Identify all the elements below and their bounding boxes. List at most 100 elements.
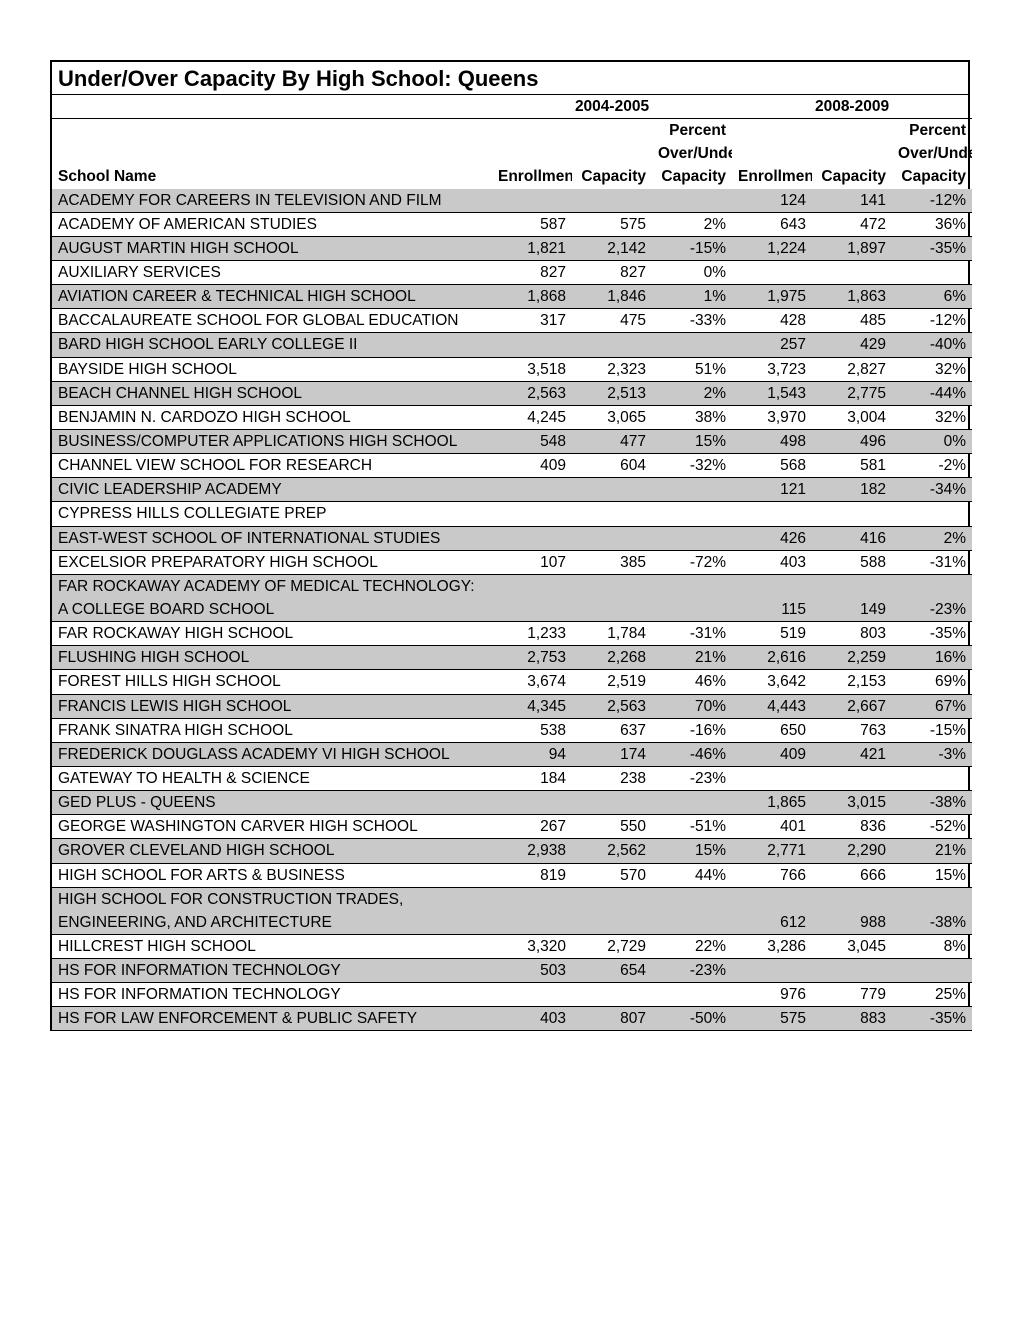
- cell-enrollment-b: 426: [732, 526, 812, 550]
- cell-school-name: GATEWAY TO HEALTH & SCIENCE: [52, 766, 492, 790]
- cell-pct-b: -15%: [892, 718, 972, 742]
- cell-school-name: AUXILIARY SERVICES: [52, 260, 492, 284]
- cell-capacity-b: 485: [812, 309, 892, 333]
- cell-pct-a: -51%: [652, 815, 732, 839]
- cell-capacity-b: 803: [812, 622, 892, 646]
- cell-pct-a: 21%: [652, 646, 732, 670]
- table-row: FLUSHING HIGH SCHOOL2,7532,26821%2,6162,…: [52, 646, 972, 670]
- table-row: BEACH CHANNEL HIGH SCHOOL2,5632,5132%1,5…: [52, 381, 972, 405]
- cell-pct-b: -35%: [892, 236, 972, 260]
- cell-capacity-b: 3,015: [812, 791, 892, 815]
- cell-enrollment-a: [492, 333, 572, 357]
- cell-school-name: ACADEMY OF AMERICAN STUDIES: [52, 212, 492, 236]
- cell-pct-a: 0%: [652, 260, 732, 284]
- cell-enrollment-a: 2,563: [492, 381, 572, 405]
- table-row: CYPRESS HILLS COLLEGIATE PREP: [52, 502, 972, 526]
- cell-pct-a: -15%: [652, 236, 732, 260]
- cell-capacity-a: [572, 887, 652, 911]
- cell-capacity-b: 416: [812, 526, 892, 550]
- table-row: AUGUST MARTIN HIGH SCHOOL1,8212,142-15%1…: [52, 236, 972, 260]
- table-row: FREDERICK DOUGLASS ACADEMY VI HIGH SCHOO…: [52, 742, 972, 766]
- cell-enrollment-a: 503: [492, 959, 572, 983]
- cell-capacity-b: 779: [812, 983, 892, 1007]
- header-blank: [732, 119, 812, 143]
- cell-enrollment-a: 4,345: [492, 694, 572, 718]
- cell-capacity-a: 174: [572, 742, 652, 766]
- cell-capacity-b: [812, 766, 892, 790]
- cell-enrollment-a: [492, 502, 572, 526]
- table-row: BACCALAUREATE SCHOOL FOR GLOBAL EDUCATIO…: [52, 309, 972, 333]
- header-school-name: School Name: [52, 165, 492, 188]
- cell-enrollment-b: [732, 959, 812, 983]
- header-enrollment: Enrollment: [492, 165, 572, 188]
- cell-enrollment-a: 3,518: [492, 357, 572, 381]
- cell-pct-b: -12%: [892, 309, 972, 333]
- cell-capacity-a: 604: [572, 454, 652, 478]
- cell-pct-a: [652, 911, 732, 935]
- cell-pct-a: 46%: [652, 670, 732, 694]
- cell-school-name: GEORGE WASHINGTON CARVER HIGH SCHOOL: [52, 815, 492, 839]
- header-blank: [732, 142, 812, 165]
- cell-pct-b: 6%: [892, 285, 972, 309]
- cell-capacity-a: [572, 502, 652, 526]
- header-blank: [52, 95, 492, 119]
- cell-pct-a: -33%: [652, 309, 732, 333]
- cell-pct-b: -12%: [892, 189, 972, 213]
- cell-pct-b: -2%: [892, 454, 972, 478]
- cell-enrollment-b: [732, 887, 812, 911]
- cell-capacity-a: 827: [572, 260, 652, 284]
- cell-capacity-a: [572, 574, 652, 598]
- table-row: EAST-WEST SCHOOL OF INTERNATIONAL STUDIE…: [52, 526, 972, 550]
- cell-pct-a: [652, 333, 732, 357]
- cell-pct-a: [652, 791, 732, 815]
- cell-school-name: FRANCIS LEWIS HIGH SCHOOL: [52, 694, 492, 718]
- cell-enrollment-a: 94: [492, 742, 572, 766]
- cell-school-name: AVIATION CAREER & TECHNICAL HIGH SCHOOL: [52, 285, 492, 309]
- cell-capacity-b: 2,290: [812, 839, 892, 863]
- table-row: HIGH SCHOOL FOR CONSTRUCTION TRADES,: [52, 887, 972, 911]
- header-blank: [572, 119, 652, 143]
- cell-enrollment-b: 115: [732, 598, 812, 622]
- cell-enrollment-a: [492, 526, 572, 550]
- header-blank: [812, 119, 892, 143]
- table-row: BAYSIDE HIGH SCHOOL3,5182,32351%3,7232,8…: [52, 357, 972, 381]
- cell-capacity-b: 149: [812, 598, 892, 622]
- header-pct: Over/Under: [652, 142, 732, 165]
- cell-enrollment-b: 257: [732, 333, 812, 357]
- cell-pct-a: [652, 887, 732, 911]
- cell-enrollment-a: 1,868: [492, 285, 572, 309]
- cell-capacity-b: 141: [812, 189, 892, 213]
- cell-capacity-a: 1,784: [572, 622, 652, 646]
- cell-capacity-b: 1,863: [812, 285, 892, 309]
- cell-enrollment-b: 575: [732, 1007, 812, 1031]
- cell-school-name: HS FOR INFORMATION TECHNOLOGY: [52, 959, 492, 983]
- cell-school-name: HIGH SCHOOL FOR CONSTRUCTION TRADES,: [52, 887, 492, 911]
- cell-pct-b: -52%: [892, 815, 972, 839]
- cell-enrollment-b: 650: [732, 718, 812, 742]
- cell-capacity-a: 2,142: [572, 236, 652, 260]
- cell-capacity-a: 2,513: [572, 381, 652, 405]
- cell-capacity-b: 182: [812, 478, 892, 502]
- cell-capacity-a: [572, 189, 652, 213]
- table-row: FRANCIS LEWIS HIGH SCHOOL4,3452,56370%4,…: [52, 694, 972, 718]
- table-row: GATEWAY TO HEALTH & SCIENCE184238-23%: [52, 766, 972, 790]
- cell-pct-b: 2%: [892, 526, 972, 550]
- cell-pct-b: 67%: [892, 694, 972, 718]
- cell-capacity-b: 421: [812, 742, 892, 766]
- cell-pct-a: 15%: [652, 839, 732, 863]
- table-row: FRANK SINATRA HIGH SCHOOL538637-16%65076…: [52, 718, 972, 742]
- table-row: GED PLUS - QUEENS1,8653,015-38%: [52, 791, 972, 815]
- cell-pct-a: -23%: [652, 766, 732, 790]
- cell-school-name: ENGINEERING, AND ARCHITECTURE: [52, 911, 492, 935]
- cell-capacity-b: 588: [812, 550, 892, 574]
- capacity-table: 2004-2005 2008-2009 Percent Percent Over…: [52, 95, 972, 1031]
- cell-enrollment-a: 4,245: [492, 405, 572, 429]
- cell-pct-a: [652, 598, 732, 622]
- header-pct: Capacity: [652, 165, 732, 188]
- cell-enrollment-b: 612: [732, 911, 812, 935]
- cell-pct-a: 1%: [652, 285, 732, 309]
- table-row: CIVIC LEADERSHIP ACADEMY121182-34%: [52, 478, 972, 502]
- cell-capacity-b: 581: [812, 454, 892, 478]
- cell-pct-a: 15%: [652, 429, 732, 453]
- cell-pct-b: [892, 260, 972, 284]
